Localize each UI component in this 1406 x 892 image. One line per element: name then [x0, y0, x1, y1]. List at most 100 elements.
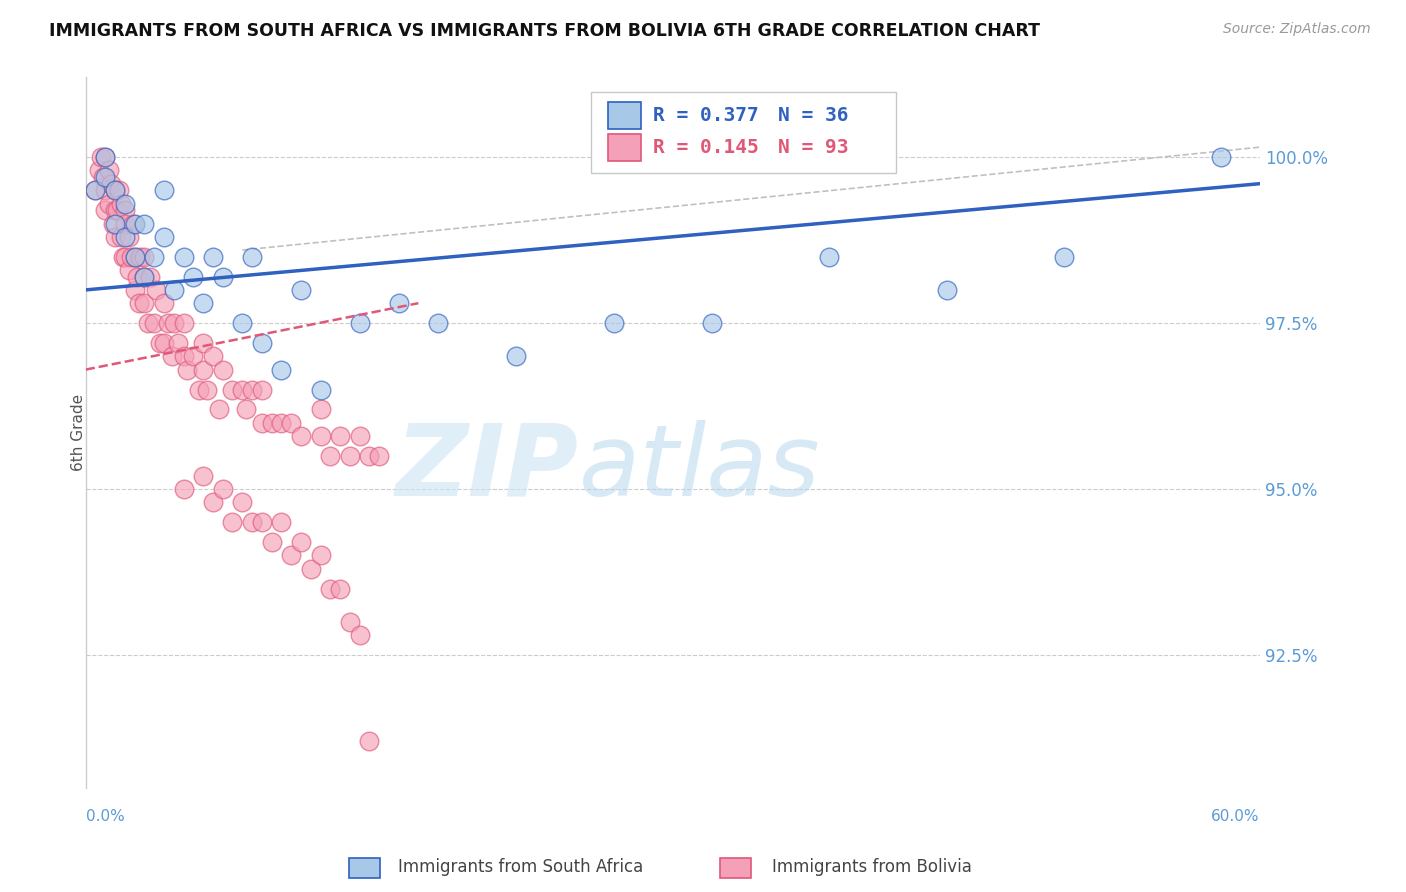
Point [90, 150, 112, 164]
Text: 60.0%: 60.0% [1212, 809, 1260, 824]
Point [114, 250, 136, 264]
Point [208, 402, 231, 417]
Point [104, 183, 127, 197]
Point [201, 349, 224, 363]
Point [153, 296, 176, 310]
FancyBboxPatch shape [591, 92, 896, 173]
Point [211, 269, 233, 284]
Text: R = 0.145: R = 0.145 [652, 138, 759, 157]
Point [134, 269, 156, 284]
Point [156, 316, 179, 330]
Point [124, 250, 146, 264]
Point [309, 549, 332, 563]
Point [139, 269, 162, 284]
Point [114, 196, 136, 211]
Point [250, 516, 273, 530]
Point [319, 582, 342, 596]
Point [163, 316, 186, 330]
Point [231, 316, 253, 330]
Point [101, 217, 124, 231]
Point [166, 336, 188, 351]
Point [145, 283, 167, 297]
Point [290, 535, 312, 549]
Point [149, 336, 172, 351]
Point [124, 250, 146, 264]
Point [176, 362, 198, 376]
Point [160, 349, 183, 363]
Point [309, 383, 332, 397]
Point [129, 250, 152, 264]
Point [201, 250, 224, 264]
Point [250, 416, 273, 430]
Text: Source: ZipAtlas.com: Source: ZipAtlas.com [1223, 22, 1371, 37]
Point [280, 549, 302, 563]
Point [110, 196, 132, 211]
Bar [609, 103, 641, 129]
Point [359, 449, 381, 463]
Point [91, 169, 114, 184]
Point [84, 183, 107, 197]
Point [143, 250, 166, 264]
Point [173, 482, 195, 496]
Point [221, 516, 243, 530]
Point [134, 269, 156, 284]
Point [309, 429, 332, 443]
Point [191, 468, 214, 483]
Point [195, 383, 218, 397]
Point [100, 177, 122, 191]
Bar [609, 135, 641, 161]
Point [240, 516, 263, 530]
Point [270, 416, 292, 430]
Point [104, 203, 127, 218]
Text: N = 36: N = 36 [779, 106, 849, 125]
Point [349, 429, 371, 443]
Point [260, 416, 283, 430]
Point [104, 229, 127, 244]
Text: Immigrants from South Africa: Immigrants from South Africa [398, 858, 643, 876]
Point [260, 535, 283, 549]
Point [329, 429, 352, 443]
Point [104, 183, 127, 197]
Point [388, 296, 411, 310]
Point [211, 482, 233, 496]
Point [98, 163, 121, 178]
Bar [349, 858, 380, 878]
Point [231, 495, 253, 509]
Point [368, 449, 391, 463]
Point [181, 349, 204, 363]
Point [505, 349, 527, 363]
Point [339, 615, 361, 629]
Point [114, 203, 136, 218]
Point [290, 429, 312, 443]
Point [201, 495, 224, 509]
Text: R = 0.377: R = 0.377 [652, 106, 759, 125]
Point [153, 336, 176, 351]
Point [349, 316, 371, 330]
Y-axis label: 6th Grade: 6th Grade [72, 394, 86, 471]
Point [124, 217, 146, 231]
Point [134, 250, 156, 264]
Point [118, 263, 141, 277]
Point [94, 183, 117, 197]
Bar [720, 858, 751, 878]
Text: Immigrants from Bolivia: Immigrants from Bolivia [772, 858, 972, 876]
Point [250, 383, 273, 397]
Point [211, 362, 233, 376]
Point [359, 734, 381, 748]
Point [114, 217, 136, 231]
Point [290, 283, 312, 297]
Point [280, 416, 302, 430]
Point [188, 383, 211, 397]
Point [231, 383, 253, 397]
Point [124, 283, 146, 297]
Text: atlas: atlas [579, 419, 821, 516]
Point [339, 449, 361, 463]
Point [110, 229, 132, 244]
Point [89, 163, 111, 178]
Point [1209, 150, 1232, 164]
Point [128, 296, 150, 310]
Point [143, 316, 166, 330]
Point [181, 269, 204, 284]
Point [221, 383, 243, 397]
Text: IMMIGRANTS FROM SOUTH AFRICA VS IMMIGRANTS FROM BOLIVIA 6TH GRADE CORRELATION CH: IMMIGRANTS FROM SOUTH AFRICA VS IMMIGRAN… [49, 22, 1040, 40]
